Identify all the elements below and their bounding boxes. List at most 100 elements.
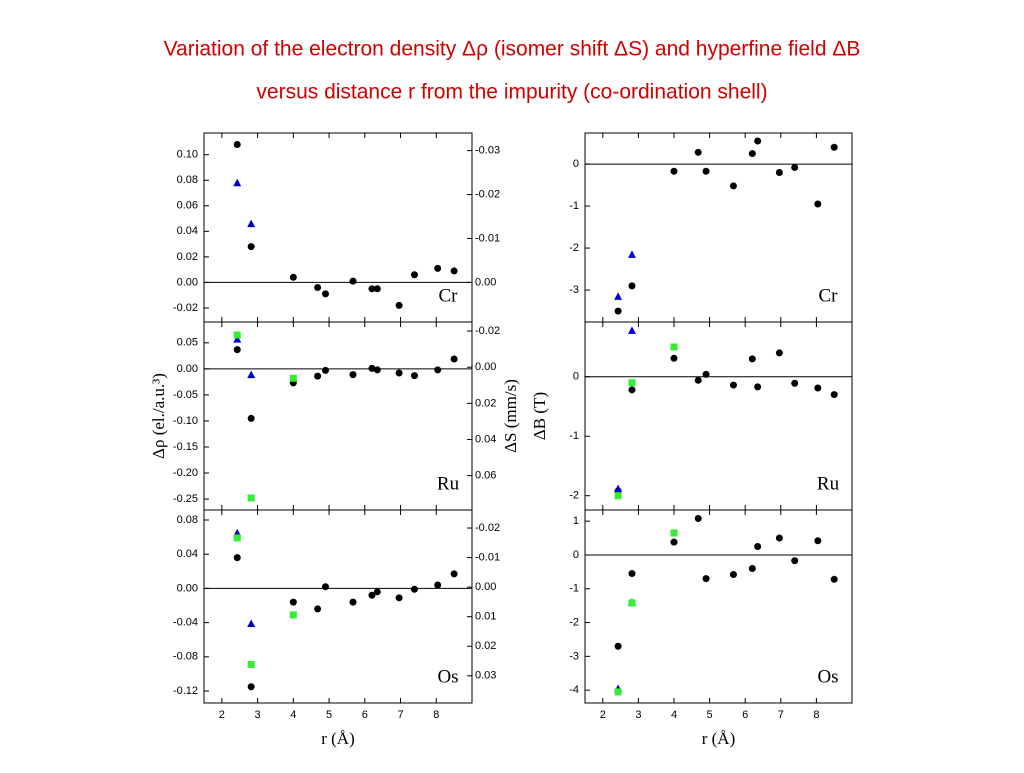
point [368, 364, 376, 372]
point [627, 250, 636, 258]
y2-tick-label: -0.01 [475, 551, 500, 563]
y-tick-label: -3 [569, 650, 579, 662]
x-tick-label: 4 [290, 709, 296, 721]
plot-frame [584, 321, 853, 511]
point [233, 331, 241, 339]
y-tick-label: -2 [569, 490, 579, 502]
x-tick-label: 2 [219, 709, 225, 721]
y2-tick-label: 0.04 [475, 433, 496, 445]
point [702, 167, 710, 175]
title-line: Variation of the electron density Δρ (is… [164, 38, 861, 61]
point [628, 282, 636, 290]
point [233, 178, 242, 187]
y-tick-label: 0.04 [177, 548, 198, 560]
title-line: versus distance r from the impurity (co-… [256, 81, 767, 104]
y-tick-label: -0.08 [173, 651, 198, 663]
y-tick-label: 0 [573, 158, 579, 170]
x-tick-label: 5 [707, 709, 713, 721]
panel-label: Os [437, 666, 458, 687]
point [791, 557, 799, 565]
point [670, 538, 678, 546]
y-tick-label: -2 [569, 242, 579, 254]
x-tick-label: 5 [326, 709, 332, 721]
point [395, 369, 403, 377]
y-tick-label: 0.02 [177, 251, 198, 263]
point [373, 588, 381, 596]
point [395, 301, 403, 309]
point [702, 370, 710, 378]
plot-frame [584, 509, 853, 704]
point [247, 494, 255, 502]
point [670, 529, 678, 537]
y2-tick-label: 0.06 [475, 470, 496, 482]
plot-frame [203, 132, 473, 323]
y-tick-label: 0.08 [177, 174, 198, 186]
point [450, 267, 458, 275]
y-axis-label: Δρ (el./a.u.³) [149, 373, 168, 459]
y-tick-label: -2 [569, 616, 579, 628]
point [729, 571, 737, 579]
y-tick-label: -0.25 [173, 493, 198, 505]
x-tick-label: 8 [813, 709, 819, 721]
point [349, 598, 357, 606]
y-tick-label: -0.04 [173, 617, 198, 629]
point [247, 661, 255, 669]
y2-tick-label: 0.00 [475, 581, 496, 593]
y2-tick-label: 0.02 [475, 397, 496, 409]
point [321, 583, 329, 591]
point [729, 381, 737, 389]
point [702, 575, 710, 583]
panel-label: Os [817, 666, 838, 687]
x-tick-label: 7 [778, 709, 784, 721]
point [410, 585, 418, 593]
point [410, 372, 418, 380]
y-tick-label: -0.10 [173, 415, 198, 427]
point [830, 391, 838, 399]
y2-tick-label: 0.01 [475, 611, 496, 623]
point [614, 292, 623, 300]
point [368, 285, 376, 293]
x-axis-label: r (Å) [702, 729, 736, 748]
y-tick-label: -4 [569, 684, 579, 696]
point [289, 598, 297, 606]
point [814, 384, 822, 392]
point [694, 148, 702, 156]
y2-tick-label: -0.02 [475, 188, 500, 200]
point [628, 386, 636, 394]
point [247, 683, 255, 691]
y-tick-label: 0.08 [177, 514, 198, 526]
y-tick-label: -1 [569, 200, 579, 212]
point [247, 619, 256, 627]
point [233, 528, 242, 537]
x-axis-label: r (Å) [321, 729, 355, 748]
x-tick-label: 6 [742, 709, 748, 721]
point [233, 534, 241, 542]
point [614, 307, 622, 315]
point [434, 581, 442, 589]
point [368, 591, 376, 599]
x-tick-label: 2 [600, 709, 606, 721]
point [373, 285, 381, 293]
point [628, 570, 636, 578]
x-tick-label: 4 [671, 709, 677, 721]
point [814, 537, 822, 545]
point [434, 264, 442, 272]
point [694, 376, 702, 384]
y-tick-label: 1 [573, 515, 579, 527]
point [247, 219, 256, 228]
point [775, 349, 783, 357]
y-tick-label: 0.00 [177, 363, 198, 375]
point [614, 688, 622, 696]
point [775, 168, 783, 176]
y-tick-label: 0 [573, 549, 579, 561]
plot-frame [584, 132, 853, 323]
point [830, 575, 838, 583]
point [434, 366, 442, 374]
point [314, 284, 322, 292]
point [628, 379, 636, 387]
x-tick-label: 8 [433, 709, 439, 721]
point [614, 492, 622, 500]
point [614, 642, 622, 650]
panel-label: Cr [439, 285, 459, 306]
